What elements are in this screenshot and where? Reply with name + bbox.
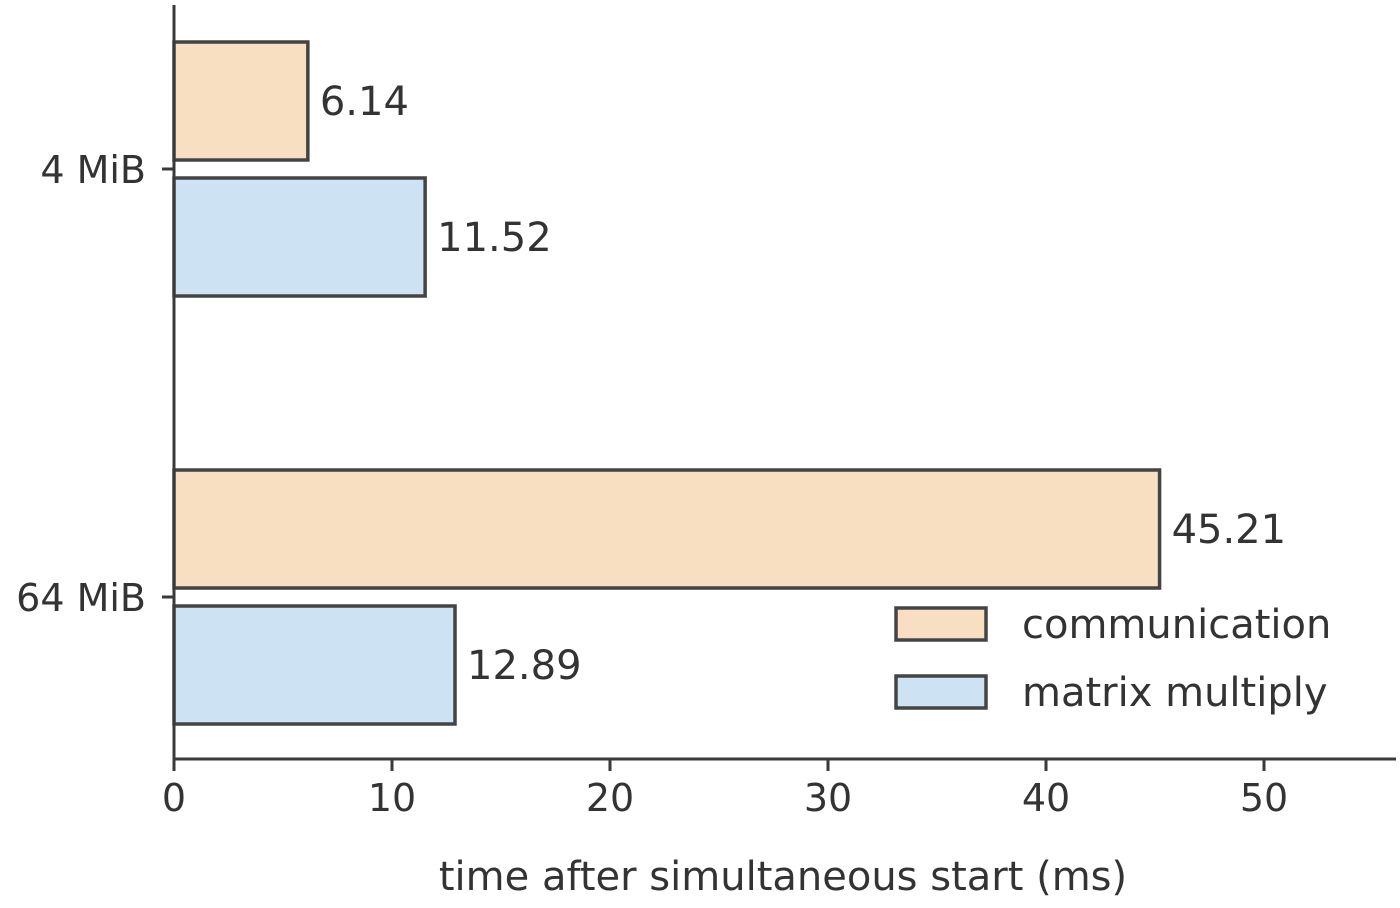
value-labels-group: 6.14 11.52 45.21 12.89 <box>320 79 1286 689</box>
value-label-matrix-multiply-64-mib: 12.89 <box>467 643 582 689</box>
value-label-communication-4-mib: 6.14 <box>320 79 409 125</box>
legend: communication matrix multiply <box>894 602 1331 716</box>
bar-communication-64-mib <box>172 468 1162 590</box>
bar-matrix-multiply-4-mib <box>172 176 427 298</box>
y-ticks-group: 4 MiB 64 MiB <box>16 148 174 620</box>
x-ticks-group: 0 10 20 30 40 50 <box>162 759 1288 820</box>
value-label-matrix-multiply-4-mib: 11.52 <box>437 215 552 261</box>
legend-swatch-matrix-multiply <box>894 674 988 710</box>
x-axis-label: time after simultaneous start (ms) <box>439 854 1127 900</box>
x-tick-label: 0 <box>162 776 186 820</box>
bar-matrix-multiply-64-mib <box>172 604 457 726</box>
bars-group <box>172 40 1162 726</box>
category-label-4-mib: 4 MiB <box>40 148 146 192</box>
bar-communication-4-mib <box>172 40 310 162</box>
value-label-communication-64-mib: 45.21 <box>1172 507 1287 553</box>
x-tick-label: 10 <box>368 776 416 820</box>
legend-label-matrix-multiply: matrix multiply <box>1022 670 1328 716</box>
x-tick-label: 30 <box>804 776 852 820</box>
category-label-64-mib: 64 MiB <box>16 576 146 620</box>
x-tick-label: 40 <box>1022 776 1070 820</box>
legend-swatch-communication <box>894 606 988 642</box>
x-tick-label: 20 <box>586 776 634 820</box>
x-tick-label: 50 <box>1240 776 1288 820</box>
legend-label-communication: communication <box>1022 602 1331 648</box>
